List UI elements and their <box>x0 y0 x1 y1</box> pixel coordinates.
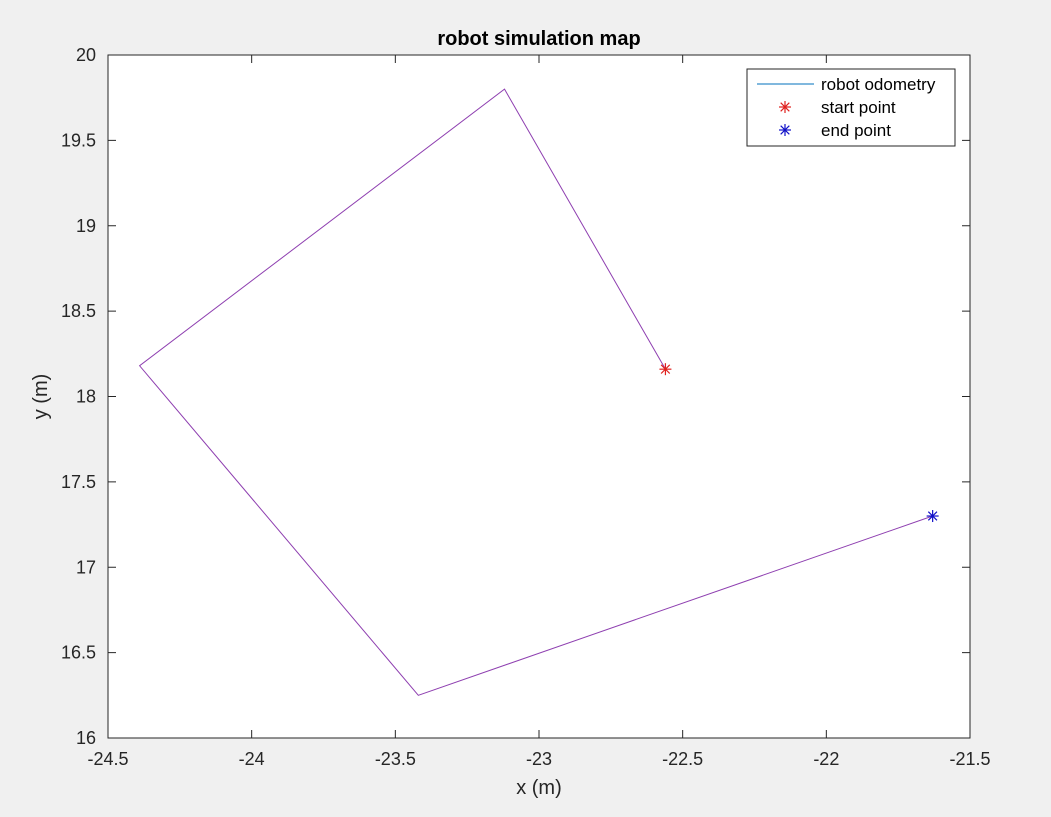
legend-swatch-start-point <box>779 101 791 113</box>
y-tick-label: 16.5 <box>61 643 96 663</box>
legend: robot odometry start point end point <box>746 68 956 147</box>
x-tick-label: -21.5 <box>949 749 990 769</box>
chart-title: robot simulation map <box>437 28 640 50</box>
start-point-marker <box>659 363 672 376</box>
x-tick-label: -23.5 <box>375 749 416 769</box>
x-tick-label: -22.5 <box>662 749 703 769</box>
marker-layer <box>659 363 939 523</box>
y-tick-label: 18.5 <box>61 301 96 321</box>
y-tick-label: 17.5 <box>61 472 96 492</box>
plot-area <box>107 54 971 739</box>
legend-swatch-end-point <box>779 124 791 136</box>
x-tick-label: -23 <box>526 749 552 769</box>
series-layer <box>138 88 933 696</box>
x-tick-label: -22 <box>813 749 839 769</box>
axis-tick-labels: -24.5 -24 -23.5 -23 -22.5 -22 -21.5 16 16.5 17 17.… <box>61 45 991 769</box>
x-tick-label: -24 <box>239 749 265 769</box>
y-tick-label: 20 <box>76 45 96 65</box>
end-point-marker <box>926 510 939 523</box>
legend-label-end-point: end point <box>821 121 891 140</box>
y-axis-label: y (m) <box>30 374 52 420</box>
y-tick-label: 16 <box>76 728 96 748</box>
series-line-robot-odometry <box>138 88 933 696</box>
axis-ticks <box>107 54 971 739</box>
y-tick-label: 19.5 <box>61 130 96 150</box>
x-axis-label: x (m) <box>516 777 562 799</box>
y-tick-label: 19 <box>76 216 96 236</box>
x-tick-label: -24.5 <box>87 749 128 769</box>
y-tick-label: 17 <box>76 557 96 577</box>
legend-label-start-point: start point <box>821 98 896 117</box>
y-tick-label: 18 <box>76 387 96 407</box>
legend-label-robot-odometry: robot odometry <box>821 75 936 94</box>
